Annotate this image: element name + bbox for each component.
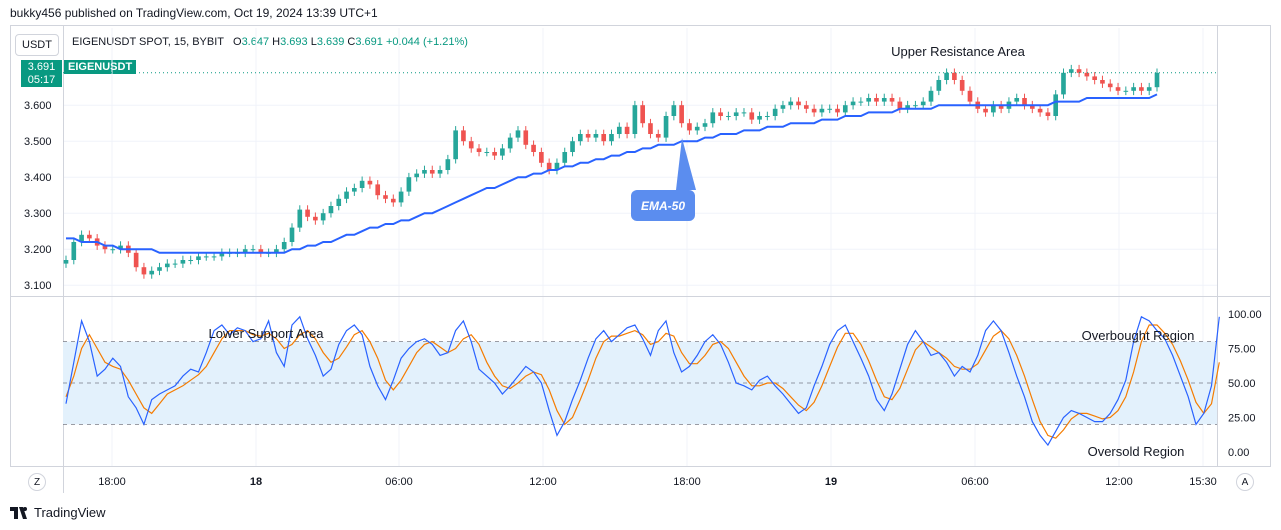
time-tick-label: 18:00 <box>98 476 126 488</box>
currency-button[interactable]: USDT <box>15 34 59 56</box>
legend-symbol: EIGENUSDT SPOT, 15, BYBIT <box>72 36 224 48</box>
time-tick-label: 06:00 <box>961 476 989 488</box>
legend-change: +0.044 (+1.21%) <box>385 36 468 48</box>
auto-scale-button[interactable]: A <box>1236 473 1254 491</box>
last-price-tag: 3.691 05:17 <box>21 60 62 87</box>
published-line: bukky456 published on TradingView.com, O… <box>10 6 378 20</box>
timezone-button[interactable]: Z <box>28 473 46 491</box>
legend-high-value: 3.693 <box>280 36 308 48</box>
time-tick-label: 18:00 <box>673 476 701 488</box>
tradingview-logo[interactable]: TradingView <box>10 505 106 520</box>
legend-low-label: L <box>310 36 317 48</box>
last-price: 3.691 <box>27 61 56 73</box>
time-tick-label: 19 <box>825 476 837 488</box>
time-tick-label: 18 <box>250 476 262 488</box>
legend-open-label: O <box>233 36 242 48</box>
bar-countdown: 05:17 <box>27 74 56 86</box>
symbol-tag: EIGENUSDT <box>64 60 137 74</box>
time-tick-label: 12:00 <box>529 476 557 488</box>
tradingview-logo-icon <box>10 506 27 519</box>
ohlc-legend: EIGENUSDT SPOT, 15, BYBIT O3.647 H3.693 … <box>72 36 468 48</box>
legend-open-value: 3.647 <box>241 36 270 48</box>
tradingview-wordmark: TradingView <box>34 505 106 520</box>
legend-close-label: C <box>347 36 356 48</box>
time-tick-label: 15:30 <box>1189 476 1217 488</box>
legend-close-value: 3.691 <box>355 36 383 48</box>
legend-high-label: H <box>272 36 281 48</box>
chart-frame <box>10 25 1271 467</box>
time-tick-label: 06:00 <box>385 476 413 488</box>
legend-low-value: 3.639 <box>316 36 345 48</box>
time-tick-label: 12:00 <box>1105 476 1133 488</box>
